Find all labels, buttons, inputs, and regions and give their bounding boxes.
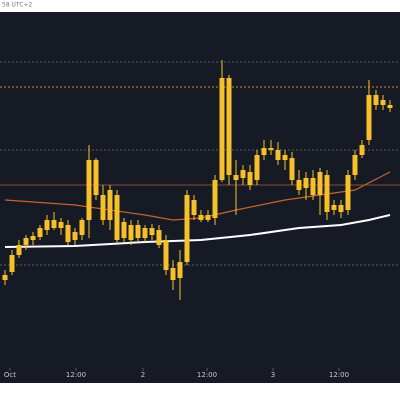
candle-body bbox=[86, 160, 92, 220]
candle-body bbox=[205, 215, 211, 220]
candle-body bbox=[135, 225, 141, 238]
candle-body bbox=[149, 228, 155, 235]
candle-body bbox=[156, 230, 162, 245]
candle-body bbox=[170, 268, 176, 280]
candle-body bbox=[107, 190, 113, 220]
candle-body bbox=[352, 155, 358, 175]
candle-body bbox=[289, 158, 295, 180]
candle-body bbox=[373, 95, 379, 105]
candle-body bbox=[191, 200, 197, 215]
candle-body bbox=[303, 178, 309, 188]
x-tick-label: 12:00 bbox=[66, 371, 86, 379]
candle-body bbox=[9, 255, 15, 272]
candle-body bbox=[380, 100, 386, 105]
candle-body bbox=[233, 175, 239, 180]
candle-body bbox=[30, 236, 36, 240]
x-tick-label: 12:00 bbox=[197, 371, 217, 379]
candle-body bbox=[387, 105, 393, 108]
candle-body bbox=[345, 175, 351, 210]
x-tick-label: 2 bbox=[141, 371, 145, 379]
candle-body bbox=[79, 220, 85, 235]
candle-body bbox=[114, 195, 120, 240]
candle-body bbox=[296, 180, 302, 190]
candle-body bbox=[240, 170, 246, 178]
candle-body bbox=[184, 195, 190, 262]
candle-body bbox=[331, 205, 337, 210]
candle-body bbox=[177, 262, 183, 278]
candle-body bbox=[338, 205, 344, 212]
candle-body bbox=[366, 95, 372, 140]
candle-body bbox=[310, 178, 316, 195]
x-tick-label: Oct bbox=[4, 371, 16, 379]
candle-body bbox=[317, 172, 323, 195]
candle-body bbox=[226, 78, 232, 175]
candle-body bbox=[128, 225, 134, 240]
candle-body bbox=[324, 175, 330, 212]
candle-body bbox=[254, 155, 260, 180]
candle-body bbox=[93, 160, 99, 195]
candle-body bbox=[163, 240, 169, 270]
candle-body bbox=[247, 172, 253, 185]
candle-body bbox=[212, 180, 218, 218]
candle-body bbox=[2, 275, 8, 280]
moving-average bbox=[4, 214, 391, 248]
x-tick-label: 3 bbox=[271, 371, 275, 379]
candle-body bbox=[37, 228, 43, 237]
candle-body bbox=[16, 245, 22, 255]
candle-body bbox=[23, 238, 29, 245]
candle-body bbox=[275, 150, 281, 160]
candle-body bbox=[282, 155, 288, 160]
candle-body bbox=[72, 232, 78, 240]
candle-body bbox=[142, 228, 148, 238]
header-text: 58 UTC+2 bbox=[2, 2, 32, 9]
candle-body bbox=[121, 222, 127, 238]
plot-background bbox=[0, 12, 400, 383]
candle-body bbox=[359, 145, 365, 155]
candle-body bbox=[65, 225, 71, 242]
candle-body bbox=[219, 78, 225, 180]
candle-body bbox=[58, 222, 64, 228]
candle-body bbox=[100, 195, 106, 220]
candle-body bbox=[261, 148, 267, 155]
x-tick-label: 12:00 bbox=[329, 371, 349, 379]
candle-body bbox=[268, 148, 274, 150]
candle-body bbox=[44, 220, 50, 230]
candle-body bbox=[198, 215, 204, 220]
candle-body bbox=[51, 220, 57, 228]
